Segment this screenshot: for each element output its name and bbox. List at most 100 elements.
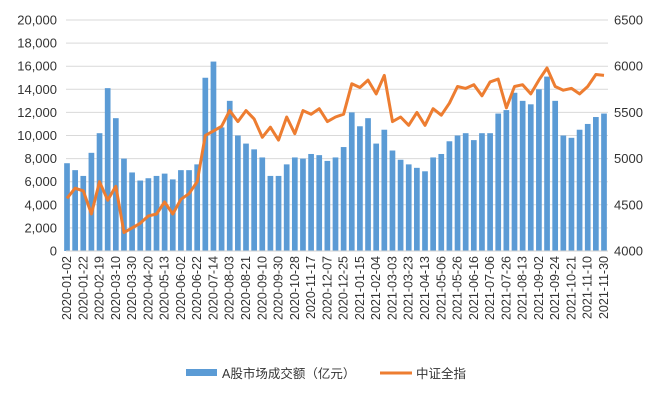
volume-bar [430, 157, 436, 251]
x-tick-label: 2020-06-22 [190, 256, 204, 320]
volume-bar [348, 112, 355, 252]
x-tick-label: 2020-01-02 [60, 256, 74, 320]
x-tick-label: 2021-01-15 [353, 256, 367, 320]
right-tick-label: 4500 [614, 197, 643, 212]
volume-bar [405, 164, 412, 251]
volume-bar [357, 126, 363, 251]
volume-bar [389, 150, 396, 251]
x-tick-label: 2020-07-14 [206, 256, 220, 320]
volume-bar [340, 147, 347, 251]
x-tick-label: 2021-06-16 [467, 256, 481, 320]
volume-bar [470, 140, 477, 251]
left-tick-label: 2,000 [24, 220, 57, 235]
volume-bar [454, 135, 461, 251]
x-tick-label: 2020-08-03 [223, 256, 237, 320]
volume-bar [137, 180, 144, 251]
legend: A股市场成交额（亿元） 中证全指 [186, 366, 466, 381]
volume-bar [527, 104, 534, 251]
volume-bar [210, 61, 217, 251]
volume-bar [194, 164, 201, 251]
x-tick-label: 2020-03-10 [109, 256, 123, 320]
volume-bar [495, 113, 502, 252]
volume-bar [324, 160, 331, 251]
volume-bar [560, 135, 567, 251]
legend-label-volume: A股市场成交额（亿元） [222, 366, 355, 381]
volume-bar [593, 117, 599, 252]
left-tick-label: 0 [50, 244, 57, 259]
volume-bar [332, 157, 339, 251]
volume-bar [397, 159, 404, 251]
x-tick-label: 2021-03-03 [385, 256, 399, 320]
left-tick-label: 20,000 [17, 13, 57, 28]
volume-bar [316, 155, 323, 251]
volume-bar [259, 157, 266, 251]
volume-bar [373, 143, 380, 251]
volume-bar [487, 133, 493, 251]
left-tick-label: 4,000 [24, 197, 57, 212]
left-tick-label: 18,000 [17, 36, 57, 51]
volume-bar [96, 133, 103, 251]
left-axis-ticks: 0 2,000 4,000 6,000 8,000 10,000 12,000 14,000 1… [17, 13, 57, 259]
volume-bar [88, 152, 95, 251]
x-tick-label: 2020-01-22 [76, 256, 90, 320]
volume-bar [576, 129, 583, 251]
right-tick-label: 5500 [614, 105, 643, 120]
volume-bar [161, 173, 168, 251]
volume-bar [121, 158, 127, 251]
volume-bar [438, 153, 445, 251]
volume-bar [552, 100, 559, 251]
volume-bar [64, 163, 70, 251]
volume-bar [479, 133, 485, 251]
x-tick-label: 2021-02-04 [369, 256, 383, 320]
volume-bar [72, 170, 78, 251]
x-tick-label: 2021-07-26 [499, 256, 513, 320]
volume-bar [300, 158, 306, 251]
volume-bar [544, 76, 550, 251]
volume-bar [414, 167, 420, 251]
volume-bar [308, 153, 314, 251]
left-tick-label: 12,000 [17, 105, 57, 120]
volume-bar [202, 77, 209, 251]
left-tick-label: 16,000 [17, 59, 57, 74]
x-tick-label: 2021-09-24 [548, 256, 562, 320]
right-tick-label: 6500 [614, 13, 643, 28]
volume-bar [601, 113, 607, 252]
x-tick-label: 2021-05-06 [434, 256, 448, 320]
right-axis-ticks: 4000 4500 5000 5500 6000 6500 [614, 13, 643, 259]
left-tick-label: 14,000 [17, 82, 57, 97]
x-tick-label: 2020-08-21 [239, 256, 253, 320]
x-tick-label: 2021-09-02 [532, 256, 546, 320]
right-tick-label: 5000 [614, 151, 643, 166]
volume-bar [104, 88, 111, 252]
x-tick-label: 2020-09-30 [272, 256, 286, 320]
x-tick-label: 2020-09-10 [255, 256, 269, 320]
volume-bar [178, 170, 184, 251]
volume-bar [511, 92, 518, 251]
legend-swatch-volume [186, 369, 217, 376]
left-tick-label: 6,000 [24, 174, 57, 189]
x-tick-label: 2020-11-17 [304, 256, 318, 319]
x-tick-label: 2021-10-21 [564, 256, 578, 320]
volume-bar [381, 129, 388, 251]
volume-bar [462, 133, 469, 251]
x-tick-label: 2021-04-13 [418, 256, 432, 320]
volume-bar [584, 123, 591, 251]
volume-bar [536, 89, 542, 251]
volume-bar [129, 172, 135, 251]
x-tick-label: 2021-11-10 [581, 256, 595, 319]
volume-bar [251, 149, 257, 251]
right-tick-label: 4000 [614, 244, 643, 259]
x-tick-label: 2021-08-13 [516, 256, 530, 320]
volume-bar [218, 127, 225, 251]
x-tick-label: 2020-03-30 [125, 256, 139, 320]
volume-bar [112, 118, 119, 251]
volume-bar [283, 164, 290, 251]
volume-bar [519, 100, 526, 251]
x-tick-label: 2021-03-23 [402, 256, 416, 320]
volume-bar [422, 171, 428, 251]
volume-bar [446, 141, 453, 251]
right-tick-label: 6000 [614, 59, 643, 74]
x-tick-label: 2020-04-20 [141, 256, 155, 320]
volume-bar [275, 175, 282, 251]
